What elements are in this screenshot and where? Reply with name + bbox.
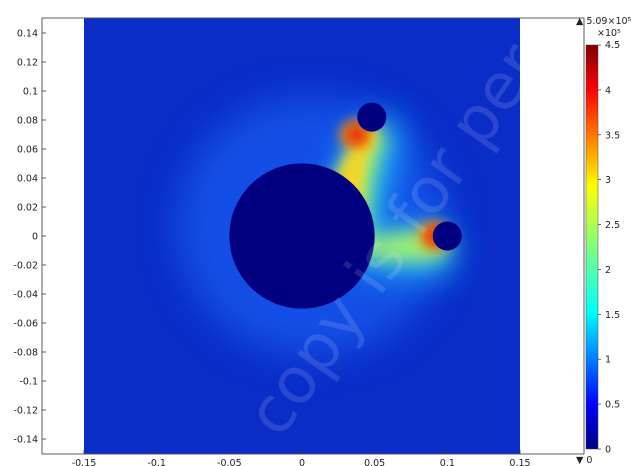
y-axis: 0.14 0.12 0.1 0.08 0.06 0.04 0.02 0 -0.02 -0.04 -0… [13, 29, 46, 446]
y-tick-label: -0.1 [19, 377, 38, 388]
y-tick-label: -0.12 [13, 406, 38, 417]
y-tick-label: 0.08 [17, 116, 38, 127]
y-tick-label: 0.04 [17, 174, 38, 185]
x-tick-label: -0.05 [217, 458, 242, 466]
y-tick-label: 0.02 [17, 203, 38, 214]
x-tick-label: 0.05 [364, 458, 385, 466]
circle-right-small-conductor [432, 221, 462, 251]
y-tick-label: -0.04 [13, 290, 38, 301]
x-tick-label: -0.15 [72, 458, 97, 466]
hotspot-core [348, 125, 365, 144]
colorbar-tick-label: 2.5 [605, 220, 620, 231]
y-tick-label: -0.02 [13, 261, 38, 272]
colorbar-scale-label: ×10⁵ [597, 28, 621, 39]
x-tick-label: -0.1 [147, 458, 166, 466]
y-tick-label: 0.12 [17, 58, 38, 69]
y-tick-label: 0.1 [23, 87, 38, 98]
y-tick-label: -0.08 [13, 348, 38, 359]
colorbar-tick-label: 4.5 [605, 40, 620, 51]
y-tick-label: 0.06 [17, 145, 38, 156]
plot-border [41, 17, 585, 455]
y-tick-label: 0.14 [17, 29, 38, 40]
x-tick-label: 0.15 [509, 458, 530, 466]
colorbar-max-label: ▲ 5.09×10⁵ [576, 16, 632, 27]
colorbar-tick-label: 2 [605, 265, 611, 276]
colorbar-tick-label: 4 [605, 85, 611, 96]
x-axis: -0.15 -0.1 -0.05 0 0.05 0.1 0.15 [72, 450, 531, 466]
colorbar-min-label: ▼ 0 [576, 455, 592, 466]
colorbar-tick-label: 1 [605, 355, 611, 366]
colorbar-tick-label: 3.5 [605, 130, 620, 141]
x-tick-label: 0.1 [440, 458, 455, 466]
colorbar: 4.5 4 3.5 3 2.5 2 1.5 1 0.5 0 ▲ 5.09×10⁵×10⁵ ▼ 0 [576, 16, 632, 466]
y-tick-label: 0 [32, 232, 38, 243]
circle-large-conductor [229, 163, 375, 309]
plot-area [84, 18, 520, 454]
colorbar-gradient [585, 44, 599, 450]
circle-upper-small-conductor [357, 102, 387, 132]
colorbar-tick-label: 1.5 [605, 310, 620, 321]
y-tick-label: -0.06 [13, 319, 38, 330]
colorbar-tick-label: 0 [605, 445, 611, 456]
y-tick-label: -0.14 [13, 435, 38, 446]
x-tick-label: 0 [299, 458, 305, 466]
colorbar-tick-label: 3 [605, 175, 611, 186]
colorbar-tick-label: 0.5 [605, 400, 620, 411]
